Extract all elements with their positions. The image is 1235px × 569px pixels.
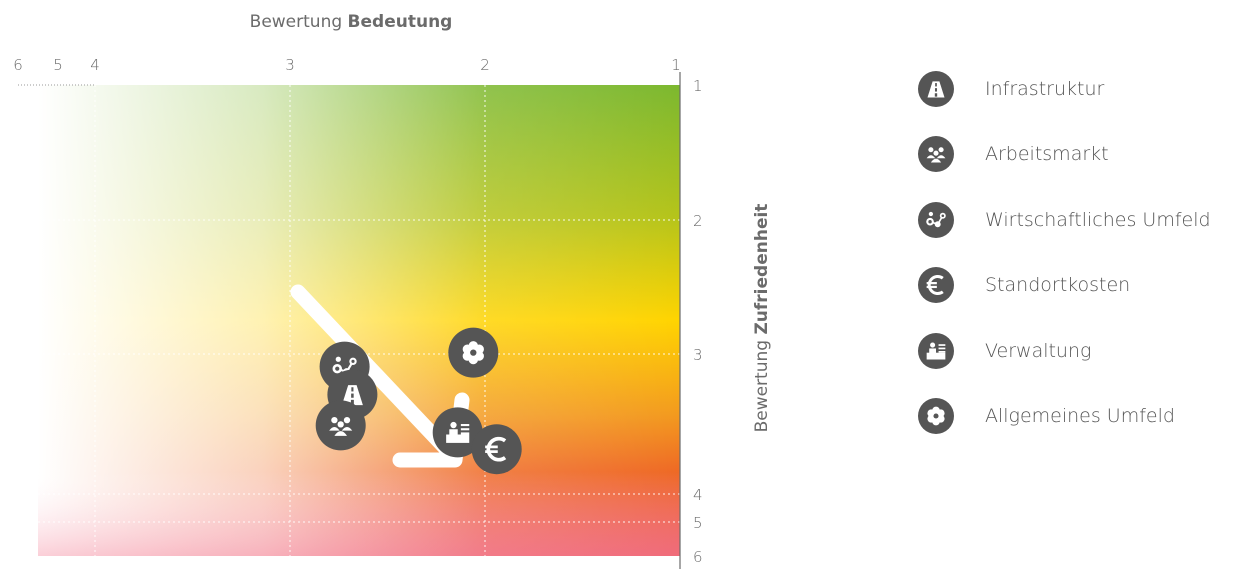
x-axis-ticks: 6 5 4 3 2 1	[13, 56, 681, 74]
grid-lines	[38, 85, 680, 556]
legend-item: Allgemeines Umfeld	[918, 384, 1211, 450]
euro-icon	[918, 267, 954, 304]
legend: Infrastruktur Arbeitsmarkt Wirtschaftliche…	[918, 56, 1211, 449]
y-tick-label: 4	[693, 486, 703, 504]
legend-label: Arbeitsmarkt	[985, 143, 1109, 166]
road-icon	[918, 70, 954, 107]
office-icon	[446, 421, 470, 443]
people-icon	[918, 136, 954, 173]
axes	[18, 72, 681, 569]
legend-item: Infrastruktur	[918, 56, 1211, 122]
legend-label: Standortkosten	[985, 274, 1131, 297]
y-axis-ticks: 1 2 3 4 5 6	[693, 77, 703, 566]
people-icon	[329, 417, 353, 436]
legend-item: Verwaltung	[918, 318, 1211, 384]
data-point-circle	[471, 424, 522, 475]
data-point-euro-icon	[471, 424, 522, 475]
legend-item: Arbeitsmarkt	[918, 122, 1211, 188]
data-point-people-icon	[315, 400, 366, 451]
x-tick-label: 1	[671, 56, 681, 74]
legend-label: Verwaltung	[985, 339, 1092, 362]
legend-label: Infrastruktur	[985, 77, 1105, 100]
data-point-flower-icon	[448, 327, 499, 378]
data-points	[315, 327, 522, 475]
legend-item: Standortkosten	[918, 253, 1211, 319]
y-tick-label: 1	[693, 77, 703, 95]
office-icon	[918, 332, 954, 369]
network-icon	[918, 201, 954, 238]
x-tick-label: 3	[285, 56, 295, 74]
x-axis-title: Bewertung Bedeutung	[250, 12, 453, 32]
legend-label: Wirtschaftliches Umfeld	[985, 208, 1211, 231]
y-axis-title: Bewertung Zufriedenheit	[752, 204, 772, 433]
x-tick-label: 2	[480, 56, 490, 74]
x-tick-label: 6	[13, 56, 23, 74]
flower-icon	[462, 341, 484, 365]
y-tick-label: 6	[693, 548, 703, 566]
x-tick-label: 4	[90, 56, 100, 74]
legend-item: Wirtschaftliches Umfeld	[918, 187, 1211, 253]
y-tick-label: 2	[693, 212, 703, 230]
plot-background	[38, 85, 680, 556]
euro-icon	[485, 436, 507, 462]
y-tick-label: 3	[693, 346, 703, 364]
x-tick-label: 5	[53, 56, 63, 74]
flower-icon	[918, 398, 954, 435]
y-tick-label: 5	[693, 514, 703, 532]
data-point-office-icon	[432, 407, 483, 458]
legend-label: Allgemeines Umfeld	[985, 405, 1175, 428]
road-icon	[341, 385, 363, 406]
